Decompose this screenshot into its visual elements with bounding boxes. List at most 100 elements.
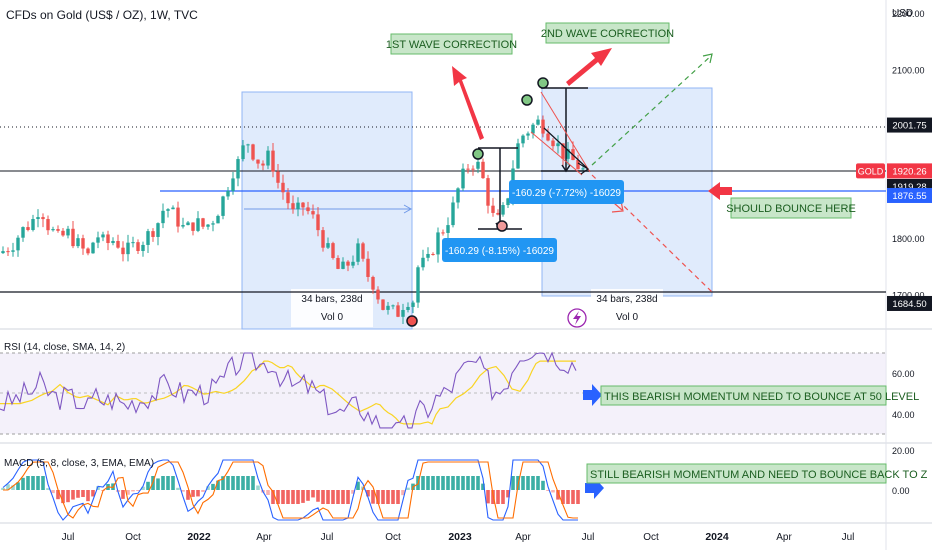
macd-bar [41, 476, 45, 490]
candle-body [321, 230, 325, 248]
candle-body [371, 276, 375, 290]
candle-body [186, 222, 190, 226]
bounce-label-box[interactable] [730, 197, 852, 219]
bullish-projection-arrowhead [702, 53, 713, 64]
candle-body [221, 196, 225, 216]
candle-body [331, 243, 335, 258]
macd-bar [356, 481, 360, 490]
macd-bar [421, 476, 425, 490]
macd-bar [501, 490, 505, 504]
macd-bar [201, 490, 205, 492]
candle-body [136, 242, 140, 251]
price-axis[interactable]: 2200.00 2100.00 1800.00 1700.00 [892, 9, 925, 300]
pivot-marker [537, 77, 549, 89]
time-tick-label: 2024 [705, 531, 729, 543]
candle-body [361, 243, 365, 259]
rsi-tick-60: 60.00 [892, 369, 915, 379]
measure-tool-2[interactable] [541, 87, 590, 173]
wave2-label-box[interactable] [545, 22, 670, 44]
candle-body [556, 143, 560, 147]
candle-body [191, 222, 195, 231]
pivot-marker [472, 148, 484, 160]
wave1-arrow [452, 66, 484, 140]
candle-body [451, 202, 455, 226]
candle-body [566, 149, 570, 159]
candle-body [576, 160, 580, 170]
macd-bar [66, 490, 70, 503]
bullish-projection-line[interactable] [591, 54, 713, 166]
macd-bar [426, 476, 430, 490]
candle-body [91, 242, 95, 254]
macd-bar [211, 483, 215, 490]
time-tick-label: Oct [643, 532, 659, 543]
candle-body [266, 150, 270, 166]
range-vol-2: Vol 0 [616, 312, 639, 323]
macd-bar [471, 476, 475, 490]
wave1-label: 1ST WAVE CORRECTION [386, 39, 517, 51]
range-vol-1: Vol 0 [321, 312, 344, 323]
rsi-tick-40: 40.00 [892, 410, 915, 420]
candle-body [11, 250, 15, 252]
candle-body [431, 253, 435, 255]
candle-body [81, 238, 85, 249]
macd-bar [31, 476, 35, 490]
macd-bar [366, 490, 370, 497]
candle-body [406, 306, 410, 310]
candle-body [171, 207, 175, 210]
macd-bar [306, 490, 310, 501]
macd-bar [246, 476, 250, 490]
candle-body [356, 243, 360, 262]
measure-label-2-box [509, 180, 624, 204]
wave1-label-box[interactable] [390, 33, 513, 55]
candle-body [196, 218, 200, 231]
macd-bar [196, 490, 200, 497]
candle-body [376, 289, 380, 300]
candle-body [31, 219, 35, 230]
candle-body [546, 133, 550, 141]
candle-body [271, 150, 275, 172]
macd-bar [171, 476, 175, 490]
macd-bar [136, 490, 140, 491]
macd-bar [256, 485, 260, 490]
price-tag [887, 117, 932, 133]
macd-bar [61, 490, 65, 504]
macd-bar [236, 476, 240, 490]
macd-bar [446, 476, 450, 490]
candle-body [101, 234, 105, 238]
candle-body [516, 143, 520, 169]
candle-body [106, 234, 110, 244]
candle-body [481, 161, 485, 179]
macd-bar [281, 490, 285, 504]
candle-body [111, 240, 115, 244]
measure-label-2: -160.29 (-7.72%) -16029 [512, 188, 621, 199]
candle-body [176, 207, 180, 227]
bounce-arrow [708, 182, 732, 200]
macd-bar [576, 490, 580, 504]
macd-bar [291, 490, 295, 504]
candle-body [181, 225, 185, 227]
macd-bar [406, 487, 410, 490]
candle-body [531, 124, 535, 134]
candle-body [96, 237, 100, 243]
time-tick-label: Apr [256, 532, 272, 543]
candle-body [541, 119, 545, 134]
range-info-box-2 [591, 289, 663, 327]
macd-bar [51, 490, 55, 494]
candle-body [306, 207, 310, 212]
wave2-label: 2ND WAVE CORRECTION [541, 28, 674, 40]
macd-bar [96, 486, 100, 490]
macd-bar [536, 476, 540, 490]
macd-note-box[interactable] [586, 463, 887, 484]
macd-bar [316, 490, 320, 502]
time-tick-label: Apr [776, 532, 792, 543]
macd-bar [381, 490, 385, 504]
macd-bar [146, 481, 150, 490]
macd-bar [241, 476, 245, 490]
rsi-note-box[interactable] [600, 385, 887, 406]
candle-body [146, 231, 150, 245]
macd-bar [441, 476, 445, 490]
price-tag-text: 1684.50 [892, 299, 926, 310]
down-channel[interactable] [530, 91, 591, 176]
time-axis[interactable]: Jul Oct 2022 Apr Jul Oct 2023 Apr Jul Oct 2024 Apr J… [62, 531, 855, 543]
macd-bar [11, 485, 15, 490]
